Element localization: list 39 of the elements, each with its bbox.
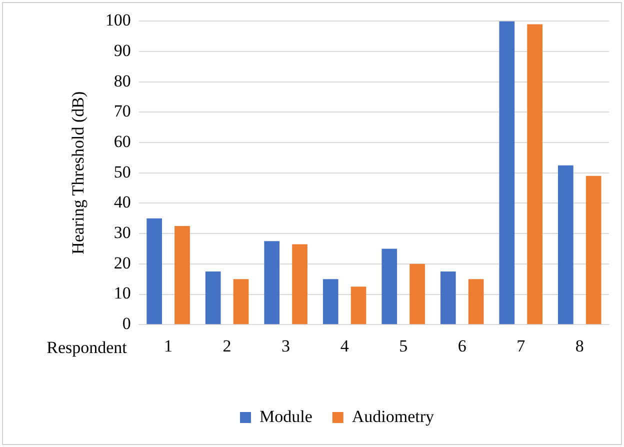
x-tick-label: 7 [516, 336, 526, 356]
bar [440, 272, 456, 324]
x-tick-label: 8 [575, 336, 584, 356]
bar [527, 24, 542, 324]
y-tick-label: 30 [114, 223, 131, 242]
y-tick-label: 60 [114, 132, 131, 152]
y-tick-label: 90 [114, 41, 131, 60]
bar [350, 286, 366, 324]
x-tick-label: 3 [282, 336, 290, 356]
y-tick-label: 70 [114, 102, 131, 121]
bar [233, 279, 249, 324]
x-tick-label: 6 [458, 336, 466, 356]
bar [558, 165, 574, 324]
bar [382, 248, 398, 324]
legend-label: Module [259, 406, 312, 426]
y-tick-label: 10 [114, 284, 131, 303]
bar [264, 241, 280, 324]
y-tick-label: 40 [114, 192, 131, 212]
bar [410, 264, 425, 324]
y-tick-label: 20 [114, 253, 131, 272]
y-tick-label: 80 [114, 71, 131, 90]
bar [174, 226, 190, 324]
bar [499, 21, 515, 324]
x-tick-label: 2 [222, 336, 232, 356]
bar [146, 218, 162, 324]
bar [586, 176, 602, 324]
x-axis-title: Respondent [46, 338, 128, 358]
x-tick-label: 5 [399, 336, 408, 356]
y-tick-label: 50 [114, 162, 131, 182]
y-tick-label: 100 [105, 10, 131, 30]
bar [292, 244, 308, 324]
bar [322, 279, 338, 324]
x-tick-label: 1 [164, 336, 173, 356]
bar [468, 279, 484, 324]
bar [205, 272, 221, 324]
y-tick-label: 0 [122, 314, 131, 334]
x-tick-label: 4 [340, 336, 350, 356]
y-axis-title: Hearing Threshold (dB) [68, 91, 88, 254]
legend-label: Audiometry [352, 406, 435, 426]
